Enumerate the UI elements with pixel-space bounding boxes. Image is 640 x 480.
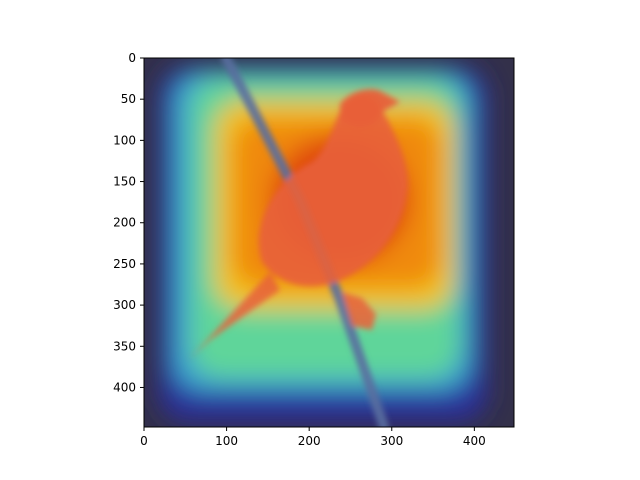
y-tick-label: 50 <box>121 92 136 106</box>
x-tick-label: 400 <box>463 434 486 448</box>
bird-tail <box>188 272 280 360</box>
bird-feet <box>342 292 376 330</box>
y-tick-label: 0 <box>128 51 136 65</box>
x-axis: 0 100 200 300 400 <box>140 427 486 448</box>
y-tick-label: 150 <box>113 175 136 189</box>
heatmap-image <box>144 58 514 427</box>
branch <box>221 58 389 427</box>
x-tick-label: 300 <box>380 434 403 448</box>
bird-body <box>258 94 408 287</box>
y-tick-label: 350 <box>113 339 136 353</box>
x-tick-label: 0 <box>140 434 148 448</box>
y-tick-label: 400 <box>113 380 136 394</box>
y-tick-label: 200 <box>113 216 136 230</box>
y-tick-label: 300 <box>113 298 136 312</box>
x-tick-label: 100 <box>215 434 238 448</box>
axes-frame <box>143 57 515 428</box>
y-tick-label: 100 <box>113 133 136 147</box>
bird-head <box>340 89 400 128</box>
y-tick-label: 250 <box>113 257 136 271</box>
y-axis: 0 50 100 150 200 250 300 350 400 <box>113 51 144 394</box>
x-tick-label: 200 <box>298 434 321 448</box>
